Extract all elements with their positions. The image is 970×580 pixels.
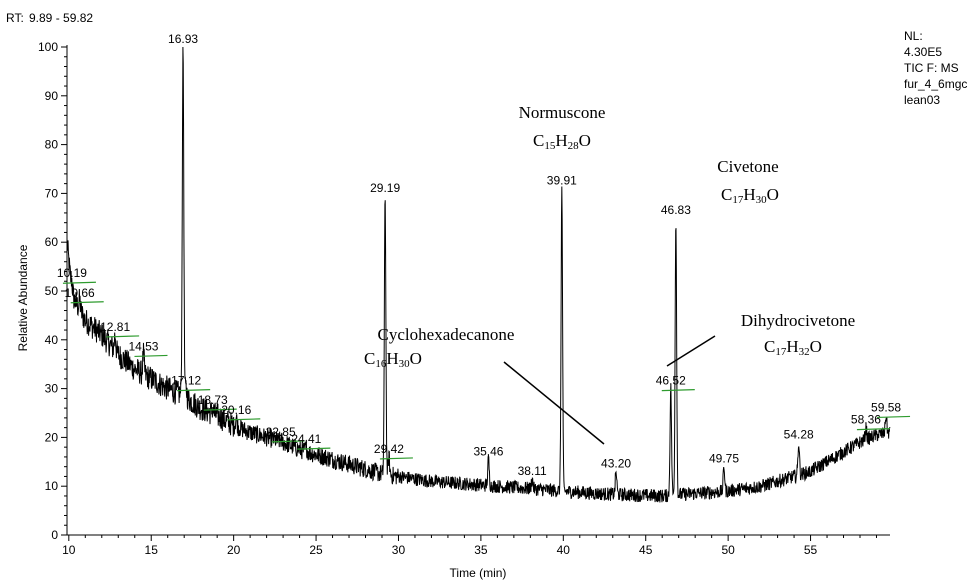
annotation-formula: C17H32O: [764, 337, 822, 358]
y-tick-label: 0: [51, 528, 58, 542]
peak-label: 24.41: [291, 432, 321, 446]
peak-label: 54.28: [784, 427, 814, 441]
peak-label: 20.16: [221, 403, 251, 417]
integration-mark: [379, 457, 413, 460]
peak-label: 10.19: [57, 266, 87, 280]
x-tick-label: 50: [721, 543, 735, 557]
x-tick-label: 30: [392, 543, 406, 557]
annotation-name: Cyclohexadecanone: [378, 325, 515, 344]
y-tick-label: 60: [45, 235, 59, 249]
y-tick-label: 50: [45, 284, 59, 298]
annotation-dihydrocivetone: Dihydrocivetone C17H32O: [666, 311, 855, 367]
x-tick-label: 40: [557, 543, 571, 557]
integration-mark: [203, 408, 237, 411]
info-line: fur_4_6mgc: [904, 77, 967, 91]
trace-layer: [66, 46, 891, 503]
rt-range: 9.89 - 59.82: [29, 11, 93, 25]
peak-label: 10.66: [65, 286, 95, 300]
annotation-pointer: [666, 335, 716, 367]
peak-label: 14.53: [128, 339, 158, 353]
peak-label: 38.11: [518, 464, 547, 478]
info-line: 4.30E5: [904, 45, 942, 59]
annotation-cyclohexadecanone: Cyclohexadecanone C16H30O: [364, 325, 605, 445]
rt-label: RT:: [6, 11, 24, 25]
annotation-name: Civetone: [717, 157, 778, 176]
info-line: TIC F: MS: [904, 61, 959, 75]
peak-label: 18.73: [198, 393, 228, 407]
integration-mark: [106, 335, 140, 338]
integration-mark: [271, 440, 305, 443]
x-tick-label: 35: [474, 543, 488, 557]
annotation-formula: C17H30O: [721, 185, 779, 206]
integration-mark: [134, 354, 168, 358]
peak-label: 35.46: [473, 444, 503, 458]
annotation-formula: C15H28O: [533, 131, 591, 152]
y-tick-label: 40: [45, 333, 59, 347]
peak-label: 12.81: [100, 320, 130, 334]
integration-mark: [177, 389, 211, 392]
x-tick-label: 55: [804, 543, 818, 557]
annotation-civetone: Civetone C17H30O: [717, 157, 779, 206]
x-tick-label: 15: [145, 543, 159, 557]
peak-label: 29.19: [370, 181, 400, 195]
peak-labels: 10.19 10.66 12.81 14.53 16.93 17.12 18.7320.16…: [57, 32, 911, 478]
annotation-name: Dihydrocivetone: [741, 311, 855, 330]
peak-label: 17.12: [171, 374, 201, 388]
peak-label: 46.83: [661, 203, 691, 217]
peak-label: 29.42: [374, 442, 404, 456]
y-tick-label: 100: [38, 40, 58, 54]
x-tick-label: 20: [227, 543, 241, 557]
peak-label: 46.52: [656, 374, 686, 388]
peak-label: 39.91: [547, 174, 577, 188]
integration-mark: [227, 418, 261, 421]
integration-mark: [70, 301, 104, 304]
peak-label: 22.85: [266, 425, 296, 439]
x-axis-title: Time (min): [450, 566, 507, 580]
x-tick-label: 45: [639, 543, 653, 557]
y-axis-title: Relative Abundance: [16, 244, 30, 351]
y-tick-label: 90: [45, 89, 59, 103]
annotation-normuscone: Normuscone C15H28O: [519, 103, 606, 152]
integration-mark: [856, 428, 890, 431]
integration-mark: [297, 447, 331, 450]
y-tick-label: 20: [45, 430, 59, 444]
y-tick-label: 10: [45, 479, 59, 493]
x-tick-label: 25: [309, 543, 323, 557]
integration-mark: [62, 281, 96, 284]
x-tick-label: 10: [62, 543, 76, 557]
axes: 0 10 20 30 40 50 60 70 80 90 100 10 15 20 25 30 35 40 45 50…: [38, 40, 890, 557]
peak-label: 58.36: [851, 413, 881, 427]
integration-mark: [877, 415, 911, 419]
annotation-name: Normuscone: [519, 103, 606, 122]
annotation-formula: C16H30O: [364, 349, 422, 370]
info-line: NL:: [904, 29, 923, 43]
peak-label: 43.20: [601, 457, 631, 471]
peak-label: 49.75: [709, 452, 739, 466]
chromatogram-trace: [66, 46, 891, 503]
peak-label: 59.58: [871, 400, 901, 414]
annotation-pointer: [503, 361, 605, 445]
y-tick-label: 70: [45, 186, 59, 200]
peak-label: 16.93: [168, 32, 198, 46]
y-tick-label: 80: [45, 138, 59, 152]
info-line: lean03: [904, 93, 940, 107]
y-tick-label: 30: [45, 382, 59, 396]
integration-mark: [661, 389, 695, 392]
